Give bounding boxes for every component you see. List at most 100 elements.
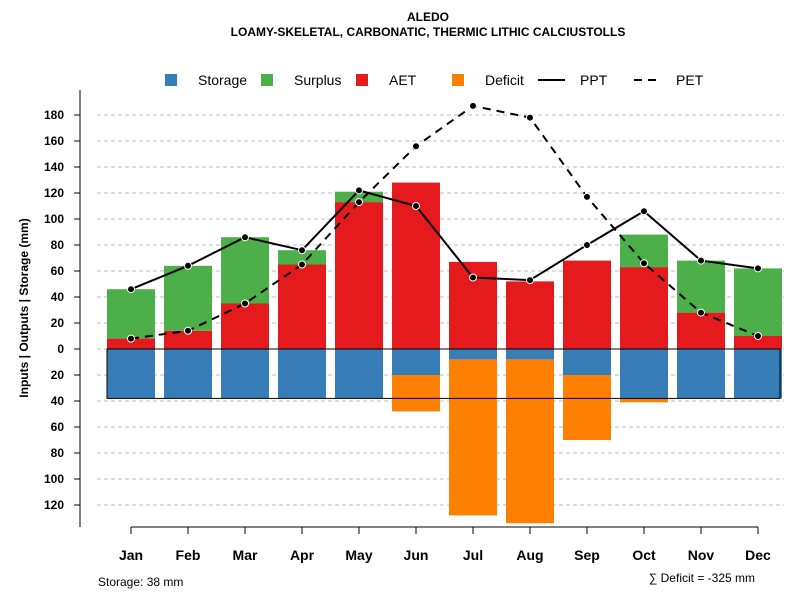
deficit-bar — [449, 359, 497, 516]
ppt-point — [640, 207, 648, 216]
surplus-bar — [164, 265, 212, 331]
ppt-line — [130, 189, 759, 291]
storage-bar — [677, 349, 725, 399]
y-tick-label: 120 — [44, 498, 64, 512]
pet-point — [526, 113, 534, 122]
pet-point — [697, 308, 705, 317]
ppt-point — [355, 186, 363, 195]
storage-bar — [392, 349, 440, 375]
x-tick-label: Jul — [463, 547, 483, 563]
deficit-bar — [506, 359, 554, 524]
storage-box — [106, 348, 781, 399]
y-tick-label: 100 — [44, 472, 64, 486]
surplus-bar — [335, 191, 383, 203]
pet-point — [583, 192, 591, 201]
surplus-bar — [221, 237, 269, 304]
y-tick-label: 40 — [51, 290, 65, 304]
chart-title: ALEDO — [407, 10, 449, 24]
deficit-bar — [392, 375, 440, 412]
aet-bar — [107, 338, 155, 349]
aet-bar — [392, 182, 440, 349]
x-tick-label: Aug — [516, 547, 543, 563]
x-tick-label: Oct — [632, 547, 656, 563]
bars — [107, 182, 782, 524]
surplus-bar — [107, 289, 155, 339]
pet-point — [412, 142, 420, 151]
legend-label: Storage — [198, 72, 247, 88]
pet-point — [298, 260, 306, 269]
pet-point — [469, 101, 477, 110]
storage-bar — [278, 349, 326, 399]
aet-bar — [278, 264, 326, 349]
aet-bar — [506, 281, 554, 349]
aet-bar — [620, 267, 668, 349]
storage-bar — [164, 349, 212, 399]
lines — [127, 101, 762, 343]
pet-point — [640, 259, 648, 268]
storage-bar — [620, 349, 668, 399]
y-tick-label: 100 — [44, 212, 64, 226]
aet-bar — [164, 330, 212, 349]
surplus-bar — [677, 260, 725, 313]
legend: Storage Surplus AET Deficit PPT PET — [165, 72, 704, 88]
deficit-bar — [563, 375, 611, 440]
pet-point — [355, 198, 363, 207]
legend-label: PET — [676, 72, 704, 88]
ppt-point — [697, 256, 705, 265]
y-tick-label: 160 — [44, 134, 64, 148]
legend-label: Deficit — [485, 72, 524, 88]
x-tick-label: Jun — [404, 547, 429, 563]
legend-swatch — [261, 74, 273, 86]
aet-bar — [221, 303, 269, 349]
legend-label: Surplus — [294, 72, 341, 88]
y-tick-label: 0 — [57, 342, 64, 356]
storage-bar — [734, 349, 782, 399]
ppt-point — [184, 261, 192, 270]
pet-line — [130, 104, 759, 340]
pet-point — [184, 326, 192, 335]
storage-capacity-box — [106, 348, 781, 399]
aet-bar — [734, 336, 782, 349]
storage-bar — [107, 349, 155, 399]
surplus-bar — [278, 250, 326, 265]
ppt-point — [241, 233, 249, 242]
pet-point — [754, 332, 762, 340]
y-axis: 180 160 140 120 100 80 60 40 20 0 20 40 60 80 100 120 — [44, 90, 81, 527]
storage-bar — [563, 349, 611, 375]
ppt-point — [583, 241, 591, 249]
y-tick-label: 120 — [44, 186, 64, 200]
ppt-point — [412, 202, 420, 210]
chart-subtitle: LOAMY-SKELETAL, CARBONATIC, THERMIC LITH… — [231, 25, 626, 39]
x-tick-label: Apr — [290, 547, 315, 563]
y-tick-label: 80 — [51, 446, 65, 460]
x-tick-label: May — [345, 547, 372, 563]
legend-label: PPT — [580, 72, 608, 88]
x-tick-label: Dec — [745, 547, 771, 563]
ppt-point — [127, 285, 135, 294]
x-tick-label: Feb — [176, 547, 201, 563]
x-tick-label: Sep — [574, 547, 600, 563]
ppt-point — [754, 264, 762, 273]
legend-swatch — [165, 74, 177, 86]
y-tick-label: 180 — [44, 108, 64, 122]
y-tick-label: 80 — [51, 238, 65, 252]
y-tick-label: 60 — [51, 264, 65, 278]
surplus-bar — [734, 268, 782, 336]
x-tick-label: Nov — [688, 547, 715, 563]
storage-footnote: Storage: 38 mm — [98, 575, 183, 589]
ppt-point — [469, 273, 477, 282]
x-tick-label: Jan — [119, 547, 143, 563]
storage-bar — [506, 349, 554, 360]
pet-point — [127, 334, 135, 343]
legend-label: AET — [389, 72, 417, 88]
storage-bar — [335, 349, 383, 399]
y-tick-label: 20 — [51, 368, 65, 382]
y-tick-label: 60 — [51, 420, 65, 434]
pet-point — [241, 299, 249, 308]
deficit-bar — [620, 398, 668, 403]
ppt-point — [526, 276, 534, 285]
y-tick-label: 20 — [51, 316, 65, 330]
deficit-footnote: ∑ Deficit = -325 mm — [649, 571, 755, 585]
y-axis-label: Inputs | Outputs | Storage (mm) — [17, 218, 31, 397]
